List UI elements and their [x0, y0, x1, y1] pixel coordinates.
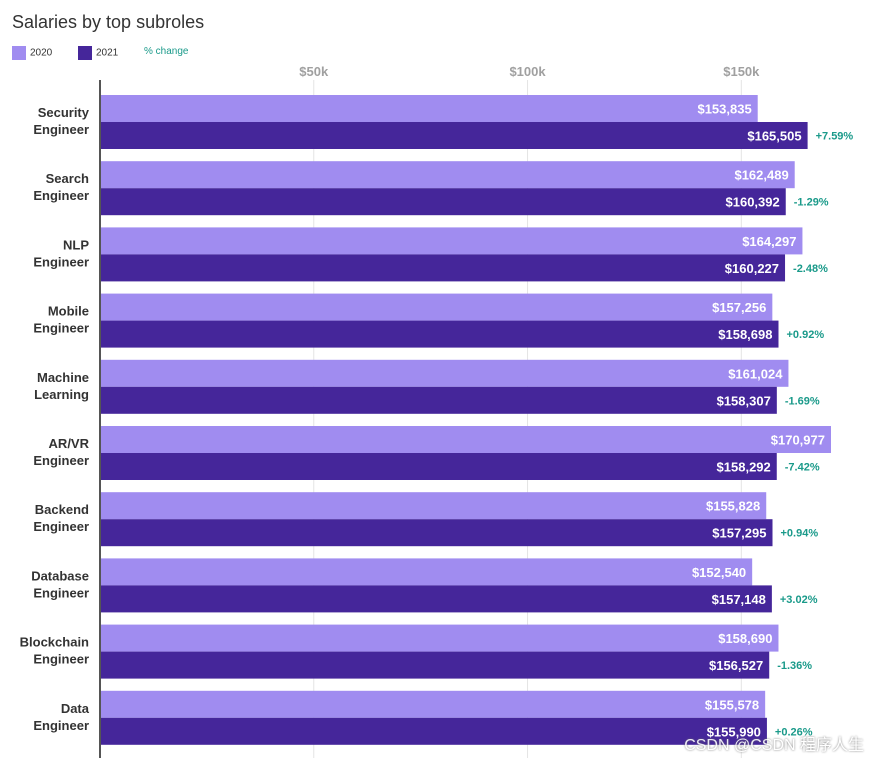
x-tick-label: $150k — [723, 64, 760, 79]
category-label: Engineer — [33, 321, 89, 336]
category-label: Search — [46, 171, 89, 186]
pct-change-label: -1.69% — [785, 395, 820, 407]
bar-2020 — [100, 293, 773, 321]
bar-2020 — [100, 161, 795, 189]
bar-2020 — [100, 558, 753, 586]
pct-change-label: +7.59% — [816, 131, 854, 143]
x-tick-label: $50k — [299, 64, 329, 79]
data-label-2021: $158,698 — [718, 327, 772, 342]
bar-2021 — [100, 188, 786, 216]
bar-2021 — [100, 320, 779, 348]
data-label-2020: $164,297 — [742, 234, 796, 249]
pct-change-label: +0.26% — [775, 726, 813, 738]
legend-label-2020: 2020 — [30, 47, 53, 59]
category-label: Machine — [37, 370, 89, 385]
data-label-2020: $170,977 — [771, 433, 825, 448]
category-label: Backend — [35, 502, 89, 517]
category-label: Learning — [34, 387, 89, 402]
bar-2021 — [100, 519, 773, 547]
bar-2021 — [100, 453, 777, 480]
category-label: AR/VR — [49, 436, 90, 451]
legend-label-2021: 2021 — [96, 47, 119, 59]
bar-2021 — [100, 122, 808, 149]
data-label-2020: $157,256 — [712, 300, 766, 315]
category-label: Database — [31, 568, 89, 583]
pct-change-label: -1.29% — [794, 197, 829, 209]
data-label-2020: $153,835 — [697, 102, 751, 117]
bar-2020 — [100, 690, 766, 718]
data-label-2021: $157,148 — [712, 592, 766, 607]
bar-2021 — [100, 585, 772, 613]
category-label: Engineer — [33, 652, 89, 667]
pct-change-label: +0.94% — [781, 528, 819, 540]
data-label-2021: $157,295 — [712, 526, 766, 541]
category-label: Engineer — [33, 122, 89, 137]
category-label: Data — [61, 701, 90, 716]
category-label: Engineer — [33, 519, 89, 534]
watermark: CSDN @CSDN 程序人生 — [684, 737, 864, 754]
pct-change-label: -2.48% — [793, 263, 828, 275]
pct-change-label: -7.42% — [785, 462, 820, 474]
legend-item-pct-change: % change — [144, 46, 188, 57]
pct-change-label: +3.02% — [780, 594, 818, 606]
data-label-2020: $155,578 — [705, 697, 759, 712]
category-label: Engineer — [33, 453, 89, 468]
chart-title: Salaries by top subroles — [12, 12, 205, 32]
data-label-2020: $155,828 — [706, 499, 760, 514]
data-label-2021: $160,392 — [726, 195, 780, 210]
bar-2020 — [100, 492, 767, 520]
category-label: Engineer — [33, 585, 89, 600]
pct-change-label: +0.92% — [787, 329, 825, 341]
category-label: Mobile — [48, 304, 89, 319]
category-label: Blockchain — [20, 635, 89, 650]
bar-2020 — [100, 426, 831, 453]
bar-2021 — [100, 386, 777, 414]
data-label-2021: $165,505 — [747, 129, 801, 144]
legend-swatch-2020 — [12, 46, 26, 60]
pct-change-label: -1.36% — [777, 660, 812, 672]
bar-2021 — [100, 651, 770, 679]
category-label: NLP — [63, 237, 89, 252]
legend-item-2021: 2021 — [78, 46, 118, 60]
data-label-2020: $162,489 — [734, 168, 788, 183]
category-label: Engineer — [33, 188, 89, 203]
legend-label-pct-change: % change — [144, 46, 189, 57]
data-label-2020: $152,540 — [692, 565, 746, 580]
category-label: Engineer — [33, 254, 89, 269]
data-label-2021: $160,227 — [725, 261, 779, 276]
legend-item-2020: 2020 — [12, 46, 52, 60]
x-tick-label: $100k — [509, 64, 546, 79]
data-label-2021: $156,527 — [709, 658, 763, 673]
data-label-2020: $158,690 — [718, 631, 772, 646]
category-label: Security — [38, 105, 90, 120]
data-label-2020: $161,024 — [728, 366, 783, 381]
bar-2021 — [100, 717, 767, 745]
bar-2021 — [100, 254, 786, 282]
data-label-2021: $155,990 — [707, 724, 761, 739]
bar-2020 — [100, 227, 803, 255]
bar-2020 — [100, 624, 779, 652]
data-label-2021: $158,307 — [717, 393, 771, 408]
category-label: Engineer — [33, 718, 89, 733]
data-label-2021: $158,292 — [717, 460, 771, 475]
bar-2020 — [100, 359, 789, 387]
bar-2020 — [100, 95, 758, 122]
legend-swatch-2021 — [78, 46, 92, 60]
